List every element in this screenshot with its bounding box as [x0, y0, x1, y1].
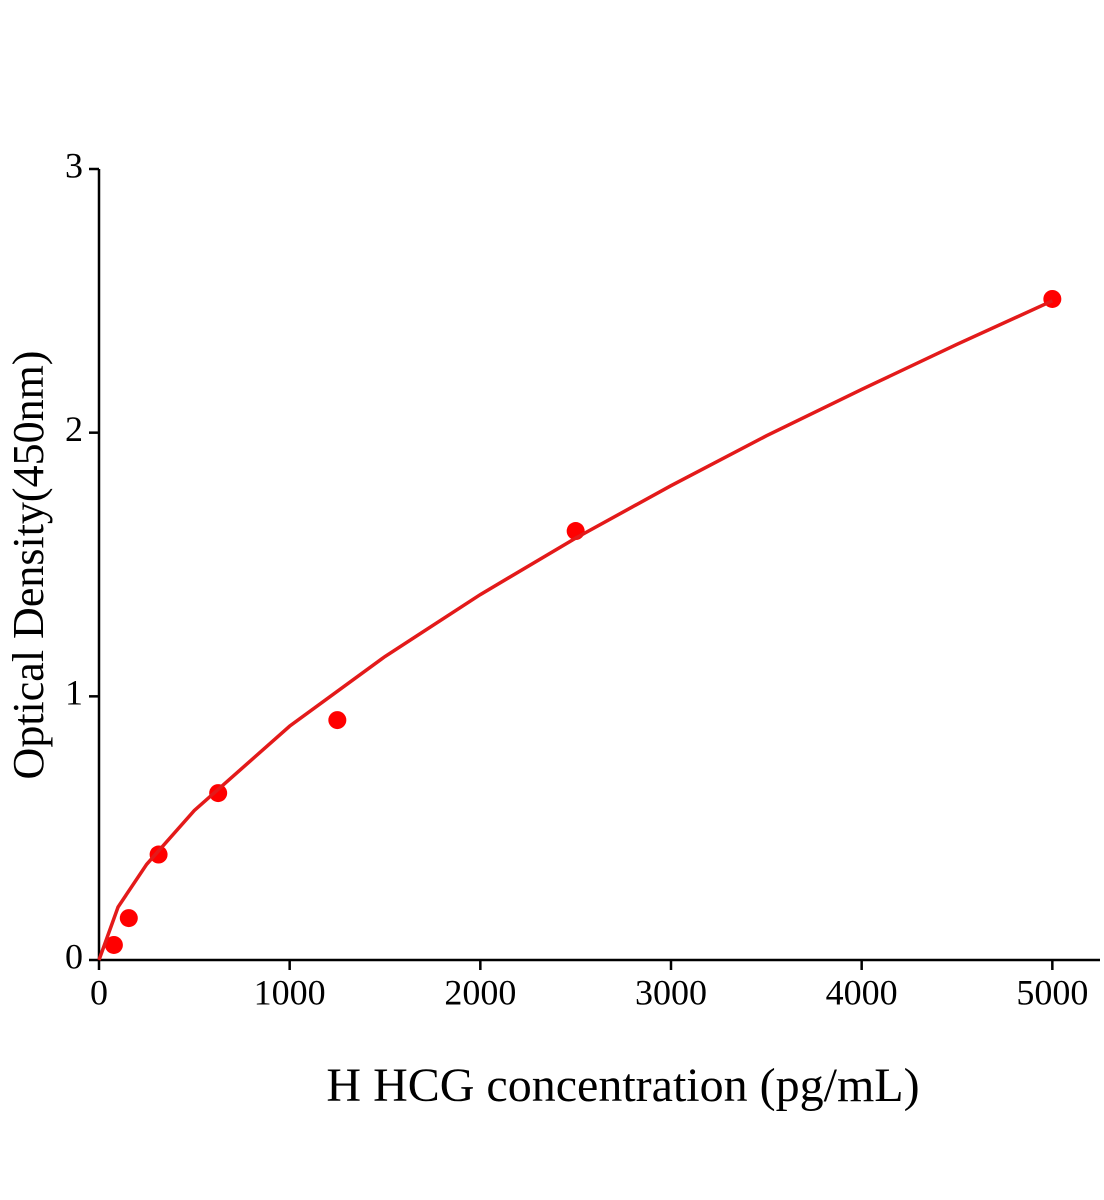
y-tick-label: 3	[65, 145, 83, 185]
data-point	[209, 784, 228, 803]
data-point	[119, 909, 138, 928]
fit-curve	[97, 299, 1054, 961]
x-axis-title: H HCG concentration (pg/mL)	[326, 1059, 919, 1112]
x-tick-label: 2000	[444, 972, 516, 1012]
y-tick-label: 1	[65, 673, 83, 713]
y-tick-label: 0	[65, 936, 83, 976]
data-point	[149, 845, 168, 864]
data-point	[104, 935, 123, 954]
y-axis-title: Optical Density(450nm)	[4, 351, 53, 780]
x-tick-label: 1000	[254, 972, 326, 1012]
x-tick-label: 4000	[826, 972, 898, 1012]
y-tick-label: 2	[65, 409, 83, 449]
data-point	[328, 711, 347, 730]
x-tick-label: 3000	[635, 972, 707, 1012]
x-tick-label: 0	[90, 972, 108, 1012]
x-tick-label: 5000	[1016, 972, 1088, 1012]
